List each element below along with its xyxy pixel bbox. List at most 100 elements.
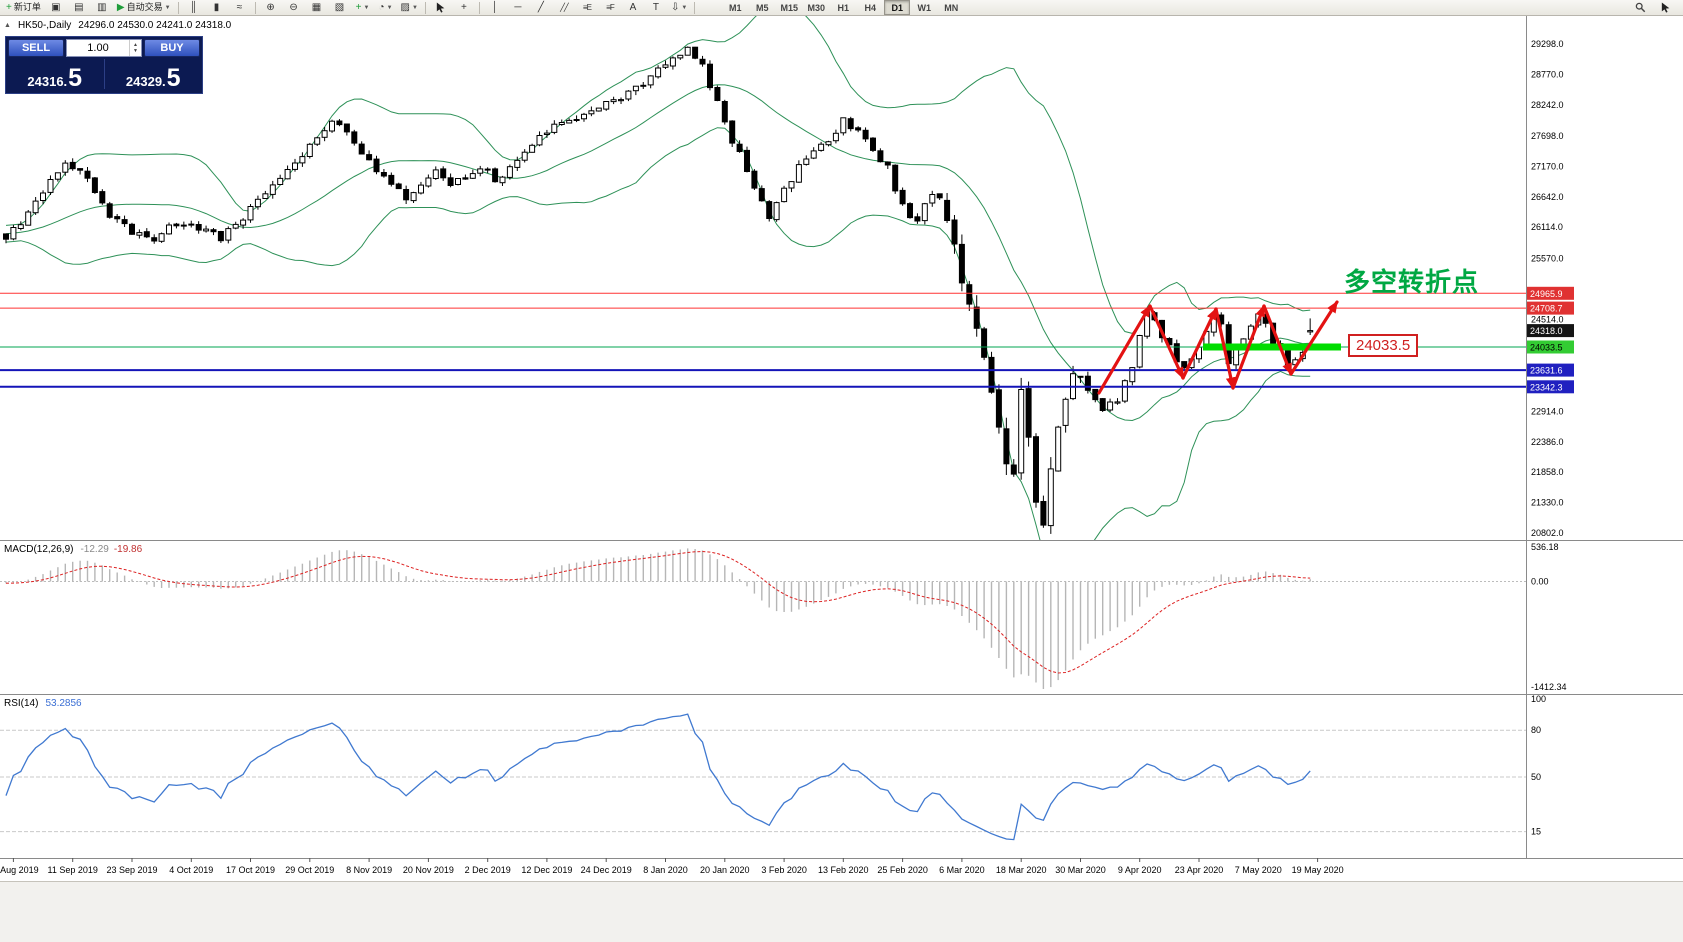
line-chart-icon[interactable]: ≈ [229,0,251,16]
timeframe-w1[interactable]: W1 [917,2,932,13]
toolbar-separator [694,1,696,14]
rsi-value: 53.2856 [45,698,82,709]
fibonacci-icon[interactable]: ≡F [599,0,621,16]
rsi-indicator-label: RSI(14) 53.2856 [4,698,82,709]
price-tag-text: 24318.0 [1530,326,1563,336]
chart-window-icon[interactable]: ▣ [45,0,67,16]
spinner-up-icon[interactable]: ▲ [133,41,138,48]
cursor-icon[interactable] [430,0,452,16]
chart-ohlc-line: ▲ HK50-,Daily 24296.0 24530.0 24241.0 24… [4,20,231,31]
label-icon-glyph: T [652,1,659,13]
date-label: 25 Feb 2020 [877,865,928,875]
label-icon[interactable]: T [645,0,667,16]
price-axis-label: 24514.0 [1531,314,1564,324]
text-icon[interactable]: A [622,0,644,16]
price-tag-text: 24708.7 [1530,304,1563,314]
toolbar-separator [424,1,426,14]
price-axis-label: 29298.0 [1531,39,1564,49]
sell-button[interactable]: SELL [8,39,64,57]
arrows-icon-glyph: ⇩ [670,1,680,13]
toolbar-separator [478,1,480,14]
cascade-windows-icon[interactable]: ▧ [329,0,351,16]
date-label: 9 Apr 2020 [1118,865,1162,875]
market-watch-icon-glyph: ▤ [74,1,84,13]
new-order-glyph: + [6,1,12,13]
equidistant-channel-icon[interactable]: ≡E [576,0,598,16]
market-watch-icon[interactable]: ▤ [68,0,90,16]
date-label: 8 Jan 2020 [643,865,688,875]
timeframe-m30[interactable]: M30 [807,2,826,13]
candlestick-chart-icon[interactable]: ▮ [206,0,228,16]
price-tag-text: 23631.6 [1530,366,1563,376]
rsi-axis-label: 80 [1531,725,1541,735]
timeframe-m1[interactable]: M1 [729,2,742,13]
sell-price-big-digit: 5 [68,63,83,92]
bar-chart-icon[interactable]: ║ [183,0,205,16]
timeframe-h4[interactable]: H4 [864,2,877,13]
navigator-icon[interactable]: ▥ [91,0,113,16]
date-label: 18 Mar 2020 [996,865,1047,875]
zoom-in-icon[interactable]: ⊕ [260,0,282,16]
date-label: 23 Sep 2019 [106,865,157,875]
rsi-line [5,713,1311,841]
zoom-out-icon-glyph: ⊖ [289,1,298,13]
trend-zigzag-arrows[interactable] [1097,300,1339,395]
periods-icon[interactable]: ◔ ▼ [375,0,397,16]
macd-signal-value: -19.86 [113,544,143,555]
buy-price: 24329. 5 [107,63,201,92]
level-price-callout[interactable]: 24033.5 [1348,334,1419,357]
date-label: 12 Dec 2019 [521,865,572,875]
price-tag-23631.6 [1527,363,1574,377]
date-label: 13 Feb 2020 [818,865,869,875]
price-axis-label: 22914.0 [1531,406,1564,416]
date-label: 20 Jan 2020 [700,865,750,875]
volume-input[interactable]: 1.00 ▲ ▼ [66,39,142,57]
pointer-tool-icon[interactable] [1654,0,1676,16]
pointer-icon [1661,2,1669,13]
chart-ohlc-values: 24296.0 24530.0 24241.0 24318.0 [78,20,232,31]
timeframe-m5[interactable]: M5 [756,2,769,13]
macd-signal-line [5,550,1311,674]
vertical-line-icon[interactable]: │ [484,0,506,16]
buy-price-big-digit: 5 [166,63,181,92]
tile-windows-icon[interactable]: ▦ [306,0,328,16]
crosshair-icon[interactable]: + [453,0,475,16]
volume-spinner[interactable]: ▲ ▼ [129,40,141,56]
pointer-icon [437,2,445,13]
autotrading-button[interactable]: ▶ 自动交易 ▼ [114,0,174,16]
indicators-icon-glyph: + [355,1,362,13]
turning-point-annotation[interactable]: 多空转折点 [1344,267,1480,297]
price-divider [103,59,105,89]
channel-icon[interactable]: ╱╱ [553,0,575,16]
spinner-down-icon[interactable]: ▼ [133,47,138,54]
timeframe-m15[interactable]: M15 [780,2,799,13]
price-axis-label: 26642.0 [1531,192,1564,202]
price-tag-24033.5 [1527,340,1574,354]
new-order-button[interactable]: + 新订单 [3,0,44,16]
timeframe-h1[interactable]: H1 [837,2,850,13]
arrows-icon[interactable]: ⇩ ▼ [668,0,690,16]
magnifier-icon [1635,2,1645,13]
macd-axis-label: -1412.34 [1531,682,1567,692]
timeframe-d1[interactable]: D1 [884,0,911,15]
buy-button[interactable]: BUY [144,39,200,57]
macd-indicator-label: MACD(12,26,9) -12.29 -19.86 [4,544,142,555]
macd-name: MACD(12,26,9) [4,544,74,555]
horizontal-line-icon[interactable]: ─ [507,0,529,16]
rsi-name: RSI(14) [4,698,39,709]
trendline-icon[interactable]: ╱ [530,0,552,16]
price-tag-24318.0 [1527,324,1574,338]
date-label: 3 Feb 2020 [761,865,807,875]
toolbar-right [1629,0,1680,16]
toolbar: + 新订单 ▣ ▤ ▥ ▶ 自动交易 ▼ ║ ▮ ≈ ⊕ ⊖ ▦ ▧ + ▼ ◔ ▼ ▨ ▼ + │ ─ ╱ ╱╱ ≡E ≡F A T ⇩ ▼… [0,0,1683,16]
timeframe-mn[interactable]: MN [944,2,959,13]
search-icon[interactable] [1629,0,1651,16]
dropdown-caret-icon: ▼ [681,4,688,11]
periods-icon-glyph: ◔ [378,1,385,13]
price-axis-label: 27698.0 [1531,131,1564,141]
indicators-icon[interactable]: + ▼ [352,0,374,16]
templates-icon[interactable]: ▨ ▼ [398,0,421,16]
zoom-out-icon[interactable]: ⊖ [283,0,305,16]
